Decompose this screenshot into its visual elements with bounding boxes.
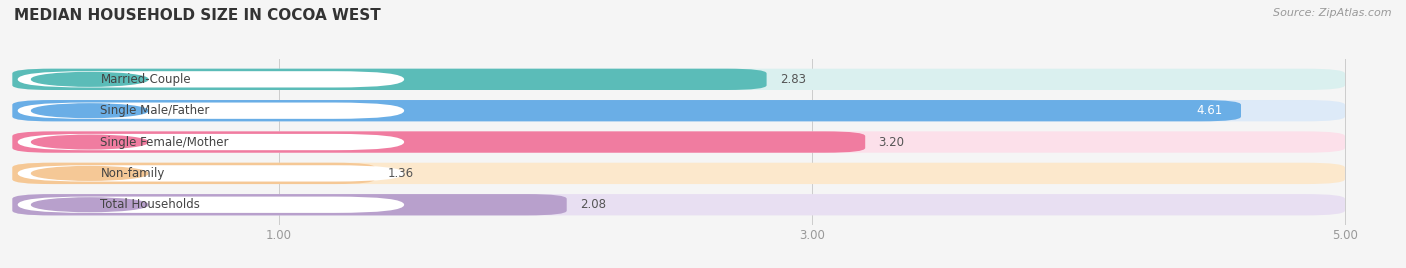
Text: 1.36: 1.36 [388,167,415,180]
Text: Single Female/Mother: Single Female/Mother [100,136,229,148]
Circle shape [31,166,148,180]
FancyBboxPatch shape [13,100,1241,121]
Circle shape [31,198,148,212]
FancyBboxPatch shape [18,103,404,119]
FancyBboxPatch shape [13,100,1346,121]
Text: Non-family: Non-family [100,167,165,180]
Circle shape [31,135,148,149]
Text: Married-Couple: Married-Couple [100,73,191,86]
FancyBboxPatch shape [13,194,567,215]
FancyBboxPatch shape [13,131,865,153]
Circle shape [31,104,148,118]
Text: 2.08: 2.08 [581,198,606,211]
FancyBboxPatch shape [13,194,1346,215]
Text: 3.20: 3.20 [879,136,904,148]
Text: Single Male/Father: Single Male/Father [100,104,209,117]
FancyBboxPatch shape [13,163,375,184]
Text: Total Households: Total Households [100,198,200,211]
FancyBboxPatch shape [13,69,1346,90]
Text: 4.61: 4.61 [1197,104,1222,117]
FancyBboxPatch shape [13,69,766,90]
FancyBboxPatch shape [18,197,404,213]
FancyBboxPatch shape [13,131,1346,153]
FancyBboxPatch shape [18,71,404,87]
FancyBboxPatch shape [13,163,1346,184]
Text: MEDIAN HOUSEHOLD SIZE IN COCOA WEST: MEDIAN HOUSEHOLD SIZE IN COCOA WEST [14,8,381,23]
Text: Source: ZipAtlas.com: Source: ZipAtlas.com [1274,8,1392,18]
FancyBboxPatch shape [18,134,404,150]
FancyBboxPatch shape [18,165,404,181]
Circle shape [31,72,148,86]
Text: 2.83: 2.83 [780,73,806,86]
